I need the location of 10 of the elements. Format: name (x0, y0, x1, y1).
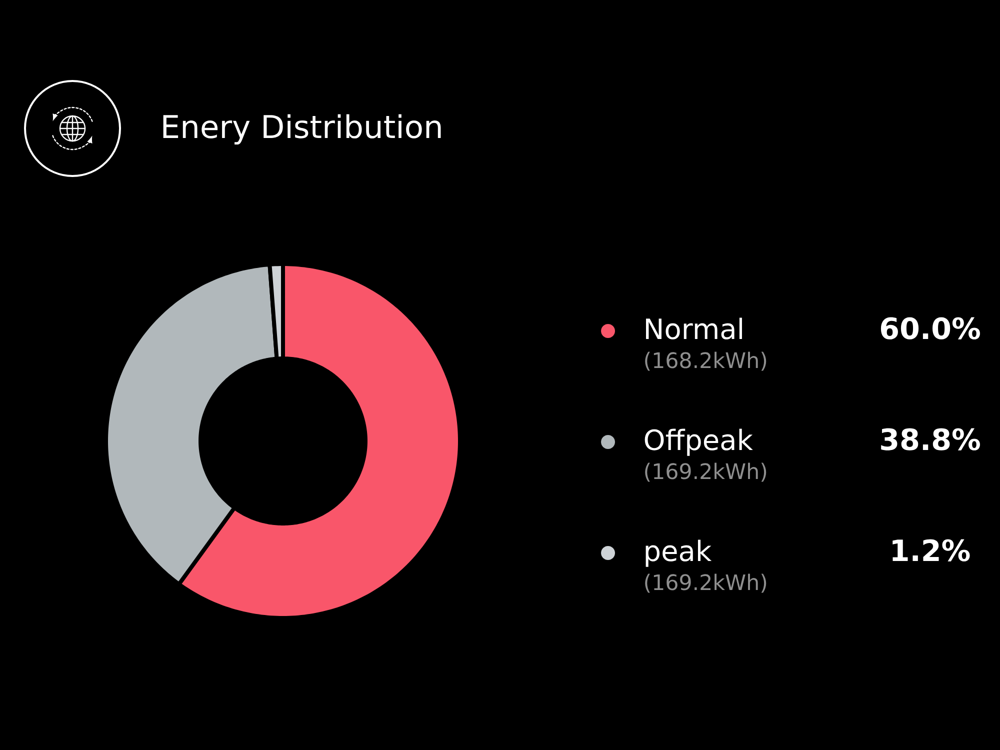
data-label: 38.8% (881, 428, 980, 450)
text: (168.2kWh) (645, 352, 766, 371)
chart-title: Enery Distribution (163, 114, 441, 145)
text: (169.2kWh) (645, 462, 766, 482)
text: (169.2kWh) (645, 574, 766, 593)
legend-label: Normal (646, 318, 742, 340)
data-label: 1.2% (892, 539, 970, 562)
data-label: 60.0% (880, 317, 980, 340)
legend-label: Offpeak (644, 428, 753, 456)
legend-label: peak (646, 540, 712, 567)
